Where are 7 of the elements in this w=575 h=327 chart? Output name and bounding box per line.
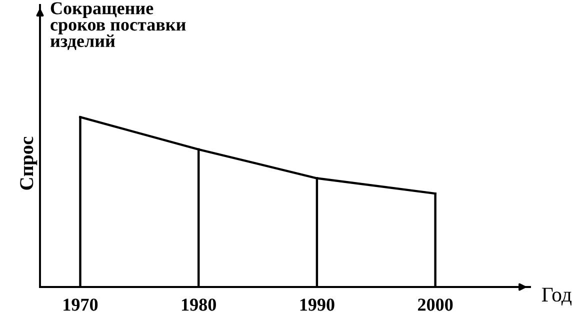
y-axis-title: Спрос [20,136,38,190]
x-tick-label: 1990 [300,298,334,311]
x-tick-label: 2000 [418,298,453,311]
x-axis-title: Год [542,288,572,306]
x-tick-label: 1970 [64,298,98,311]
x-tick-label: 1980 [182,298,216,311]
chart-title: Сокращение сроков поставки изделий [50,2,186,50]
